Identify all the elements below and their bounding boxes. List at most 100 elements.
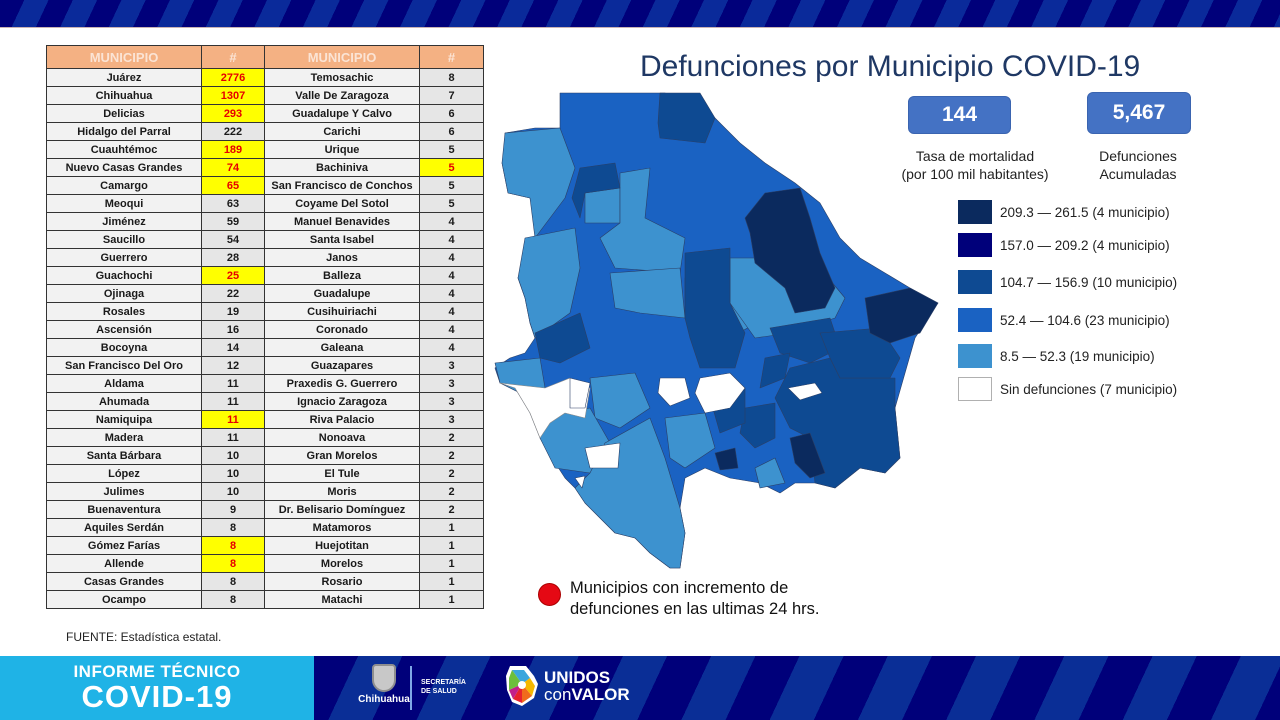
count-cell: 8 — [201, 590, 265, 609]
municipio-cell: San Francisco de Conchos — [264, 176, 420, 195]
count-cell: 1 — [419, 590, 484, 609]
count-cell: 8 — [201, 518, 265, 537]
count-cell: 8 — [201, 572, 265, 591]
table-row: Ocampo 8 Matachi 1 — [46, 590, 484, 609]
count-cell: 4 — [419, 266, 484, 285]
municipio-cell: Juárez — [46, 68, 202, 87]
count-cell: 2 — [419, 464, 484, 483]
municipio-cell: Temosachic — [264, 68, 420, 87]
header-municipio-2: MUNICIPIO — [264, 45, 420, 69]
informe-tecnico-logo: INFORME TÉCNICO COVID-19 — [0, 656, 314, 720]
legend-swatch — [958, 377, 992, 401]
legend-label: 52.4 — 104.6 (23 municipio) — [1000, 312, 1170, 328]
table-row: Delicias 293 Guadalupe Y Calvo 6 — [46, 104, 484, 123]
table-row: Gómez Farías 8 Huejotitan 1 — [46, 536, 484, 555]
table-row: Chihuahua 1307 Valle De Zaragoza 7 — [46, 86, 484, 105]
count-cell: 1 — [419, 536, 484, 555]
count-cell: 4 — [419, 284, 484, 303]
municipio-cell: Riva Palacio — [264, 410, 420, 429]
municipio-cell: El Tule — [264, 464, 420, 483]
mortality-rate-badge: 144 — [908, 96, 1011, 134]
source-note: FUENTE: Estadística estatal. — [66, 630, 222, 644]
municipio-cell: Coronado — [264, 320, 420, 339]
municipio-cell: Camargo — [46, 176, 202, 195]
count-cell: 59 — [201, 212, 265, 231]
legend-item: 52.4 — 104.6 (23 municipio) — [958, 308, 1170, 332]
table-row: Ojinaga 22 Guadalupe 4 — [46, 284, 484, 303]
top-banner — [0, 0, 1280, 28]
count-cell: 4 — [419, 248, 484, 267]
municipio-cell: Urique — [264, 140, 420, 159]
legend-item: 104.7 — 156.9 (10 municipio) — [958, 270, 1177, 294]
legend-label: 209.3 — 261.5 (4 municipio) — [1000, 204, 1170, 220]
municipio-cell: Bachiniva — [264, 158, 420, 177]
count-cell: 5 — [419, 176, 484, 195]
legend-swatch — [958, 308, 992, 332]
count-cell: 11 — [201, 392, 265, 411]
municipio-cell: Guadalupe — [264, 284, 420, 303]
increment-note-line1: Municipios con incremento de — [570, 579, 789, 597]
table-row: Saucillo 54 Santa Isabel 4 — [46, 230, 484, 249]
municipio-cell: Aquiles Serdán — [46, 518, 202, 537]
increment-note-text: Municipios con incremento de defunciones… — [570, 578, 819, 620]
header-count-2: # — [419, 45, 484, 69]
unidos-con: con — [544, 685, 572, 704]
footer-title-line1: INFORME TÉCNICO — [73, 662, 241, 681]
legend-label: Sin defunciones (7 municipio) — [1000, 381, 1178, 397]
increment-note: Municipios con incremento de defunciones… — [538, 578, 819, 620]
municipio-cell: Galeana — [264, 338, 420, 357]
municipio-cell: Ocampo — [46, 590, 202, 609]
count-cell: 65 — [201, 176, 265, 195]
municipio-cell: Manuel Benavides — [264, 212, 420, 231]
table-header-row: MUNICIPIO # MUNICIPIO # — [46, 45, 484, 69]
table-row: López 10 El Tule 2 — [46, 464, 484, 483]
municipio-cell: Nonoava — [264, 428, 420, 447]
municipio-cell: Rosales — [46, 302, 202, 321]
table-row: Ascensión 16 Coronado 4 — [46, 320, 484, 339]
chihuahua-government-logo: Chihuahua — [354, 664, 414, 705]
table-row: Casas Grandes 8 Rosario 1 — [46, 572, 484, 591]
count-cell: 2776 — [201, 68, 265, 87]
total-deaths-label-line2: Acumuladas — [1099, 166, 1177, 182]
table-row: Meoqui 63 Coyame Del Sotol 5 — [46, 194, 484, 213]
table-row: Ahumada 11 Ignacio Zaragoza 3 — [46, 392, 484, 411]
mortality-rate-label-line1: Tasa de mortalidad — [915, 148, 1035, 164]
table-row: Cuauhtémoc 189 Urique 5 — [46, 140, 484, 159]
table-row: Allende 8 Morelos 1 — [46, 554, 484, 573]
table-row: Nuevo Casas Grandes 74 Bachiniva 5 — [46, 158, 484, 177]
table-row: San Francisco Del Oro 12 Guazapares 3 — [46, 356, 484, 375]
chihuahua-logo-text: Chihuahua — [358, 694, 410, 705]
municipio-cell: Santa Bárbara — [46, 446, 202, 465]
total-deaths-badge: 5,467 — [1087, 92, 1191, 134]
municipio-cell: Namiquipa — [46, 410, 202, 429]
table-row: Buenaventura 9 Dr. Belisario Domínguez 2 — [46, 500, 484, 519]
count-cell: 9 — [201, 500, 265, 519]
count-cell: 54 — [201, 230, 265, 249]
count-cell: 11 — [201, 374, 265, 393]
count-cell: 8 — [419, 68, 484, 87]
municipio-cell: Moris — [264, 482, 420, 501]
count-cell: 11 — [201, 428, 265, 447]
municipio-cell: Nuevo Casas Grandes — [46, 158, 202, 177]
count-cell: 293 — [201, 104, 265, 123]
count-cell: 2 — [419, 428, 484, 447]
table-row: Bocoyna 14 Galeana 4 — [46, 338, 484, 357]
table-row: Jiménez 59 Manuel Benavides 4 — [46, 212, 484, 231]
mortality-rate-label-line2: (por 100 mil habitantes) — [901, 166, 1049, 182]
header-municipio-1: MUNICIPIO — [46, 45, 202, 69]
count-cell: 8 — [201, 554, 265, 573]
logo-divider — [410, 666, 412, 710]
unidos-text: UNIDOS conVALOR — [544, 669, 630, 703]
total-deaths-label-line1: Defunciones — [1099, 148, 1177, 164]
municipio-cell: Cusihuiriachi — [264, 302, 420, 321]
municipio-cell: Morelos — [264, 554, 420, 573]
legend-item: 8.5 — 52.3 (19 municipio) — [958, 344, 1155, 368]
municipio-cell: Gómez Farías — [46, 536, 202, 555]
municipio-cell: Bocoyna — [46, 338, 202, 357]
unidos-line1: UNIDOS — [544, 668, 611, 687]
count-cell: 4 — [419, 212, 484, 231]
count-cell: 25 — [201, 266, 265, 285]
table-row: Namiquipa 11 Riva Palacio 3 — [46, 410, 484, 429]
count-cell: 2 — [419, 500, 484, 519]
